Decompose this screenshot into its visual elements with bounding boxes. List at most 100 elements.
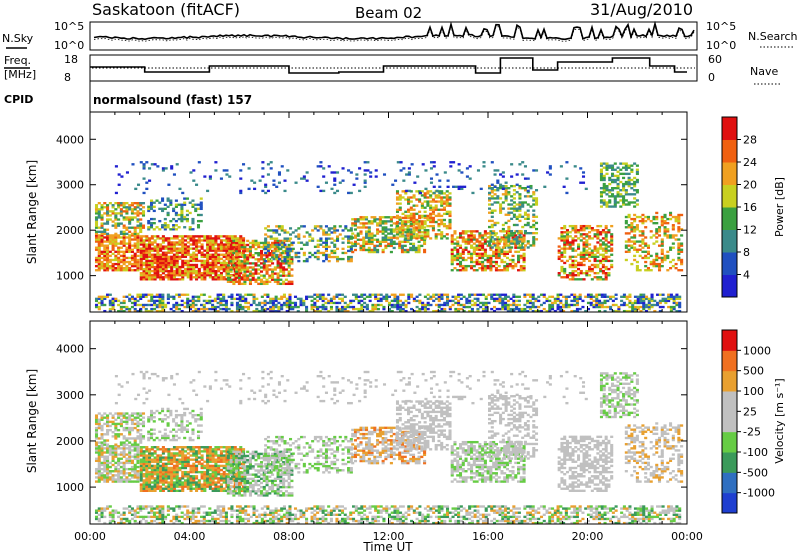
power-cell	[355, 177, 359, 180]
velocity-cell	[111, 457, 115, 460]
power-cell	[500, 258, 504, 262]
power-cell	[257, 272, 261, 275]
power-cell	[512, 189, 516, 192]
power-cell	[517, 254, 521, 258]
power-cell	[523, 307, 527, 311]
power-cell	[658, 299, 662, 303]
power-cell	[347, 229, 351, 232]
power-cell	[437, 295, 441, 298]
power-cell	[581, 175, 586, 178]
power-cell	[214, 243, 218, 246]
power-cell	[238, 307, 242, 311]
power-cell	[222, 255, 226, 258]
power-cell	[574, 259, 578, 263]
power-cell	[153, 235, 157, 238]
power-cell	[252, 309, 256, 313]
power-cell	[523, 195, 527, 198]
power-cell	[622, 197, 626, 200]
power-cell	[255, 297, 259, 301]
power-cell	[197, 274, 201, 277]
power-cell	[189, 255, 193, 258]
power-cell	[94, 230, 99, 233]
power-cell	[534, 299, 538, 303]
power-cell	[161, 295, 165, 298]
power-cell	[467, 240, 471, 243]
power-cell	[136, 206, 140, 209]
power-cell	[153, 269, 157, 273]
power-cell	[593, 249, 597, 252]
power-cell	[518, 203, 522, 206]
power-cell	[130, 208, 134, 211]
power-cell	[158, 303, 162, 307]
power-cell	[181, 276, 185, 279]
power-cell	[542, 295, 546, 298]
power-cell	[271, 243, 275, 247]
power-cell	[475, 230, 479, 233]
power-cell	[602, 162, 606, 165]
power-cell	[216, 295, 220, 298]
power-cell	[596, 276, 600, 279]
power-cell	[404, 305, 408, 309]
power-cell	[582, 229, 586, 232]
power-cell	[655, 252, 659, 256]
power-cell	[504, 242, 508, 245]
power-cell	[233, 237, 237, 240]
power-cell	[392, 216, 396, 219]
power-cell	[225, 169, 229, 172]
power-cell	[287, 239, 291, 243]
power-cell	[174, 219, 178, 223]
power-cell	[335, 247, 340, 251]
power-cell	[97, 226, 101, 229]
power-cell	[606, 299, 610, 303]
power-cell	[235, 252, 239, 255]
power-cell	[584, 187, 588, 191]
power-cell	[150, 274, 154, 277]
power-cell	[412, 196, 416, 199]
power-cell	[302, 251, 306, 255]
power-cell	[610, 249, 614, 252]
power-cell	[353, 242, 358, 246]
power-cell	[167, 243, 171, 246]
power-cell	[512, 240, 516, 243]
power-cell	[327, 255, 331, 259]
power-cell	[142, 243, 146, 246]
power-cell	[448, 220, 452, 224]
power-cell	[353, 220, 358, 223]
power-cell	[635, 250, 639, 253]
power-cell	[389, 250, 393, 254]
power-cell	[136, 204, 140, 207]
power-cell	[192, 267, 196, 271]
power-cell	[429, 224, 433, 228]
power-cell	[429, 218, 433, 222]
power-cell	[409, 231, 413, 234]
power-cell	[106, 232, 110, 236]
power-cell	[178, 239, 182, 242]
power-cell	[660, 222, 664, 225]
power-cell	[617, 305, 621, 309]
power-cell	[392, 228, 396, 231]
power-cell	[130, 216, 134, 219]
power-cell	[579, 278, 583, 281]
power-cell	[316, 249, 320, 253]
power-cell	[568, 278, 572, 281]
power-cell	[501, 187, 505, 191]
power-cell	[261, 175, 265, 178]
power-cell	[183, 293, 187, 296]
power-cell	[596, 272, 600, 275]
power-cell	[161, 272, 165, 275]
power-cell	[133, 212, 137, 215]
power-cell	[522, 269, 526, 272]
power-cell	[515, 223, 519, 227]
power-cell	[100, 252, 104, 256]
power-cell	[395, 196, 400, 199]
power-cell	[631, 303, 635, 307]
power-cell	[122, 269, 126, 272]
power-cell	[595, 305, 599, 309]
power-cell	[242, 163, 246, 166]
power-cell	[472, 234, 476, 237]
power-cell	[257, 268, 261, 271]
power-cell	[136, 218, 140, 221]
power-cell	[246, 307, 251, 311]
power-cell	[122, 206, 126, 209]
power-cell	[620, 295, 624, 298]
